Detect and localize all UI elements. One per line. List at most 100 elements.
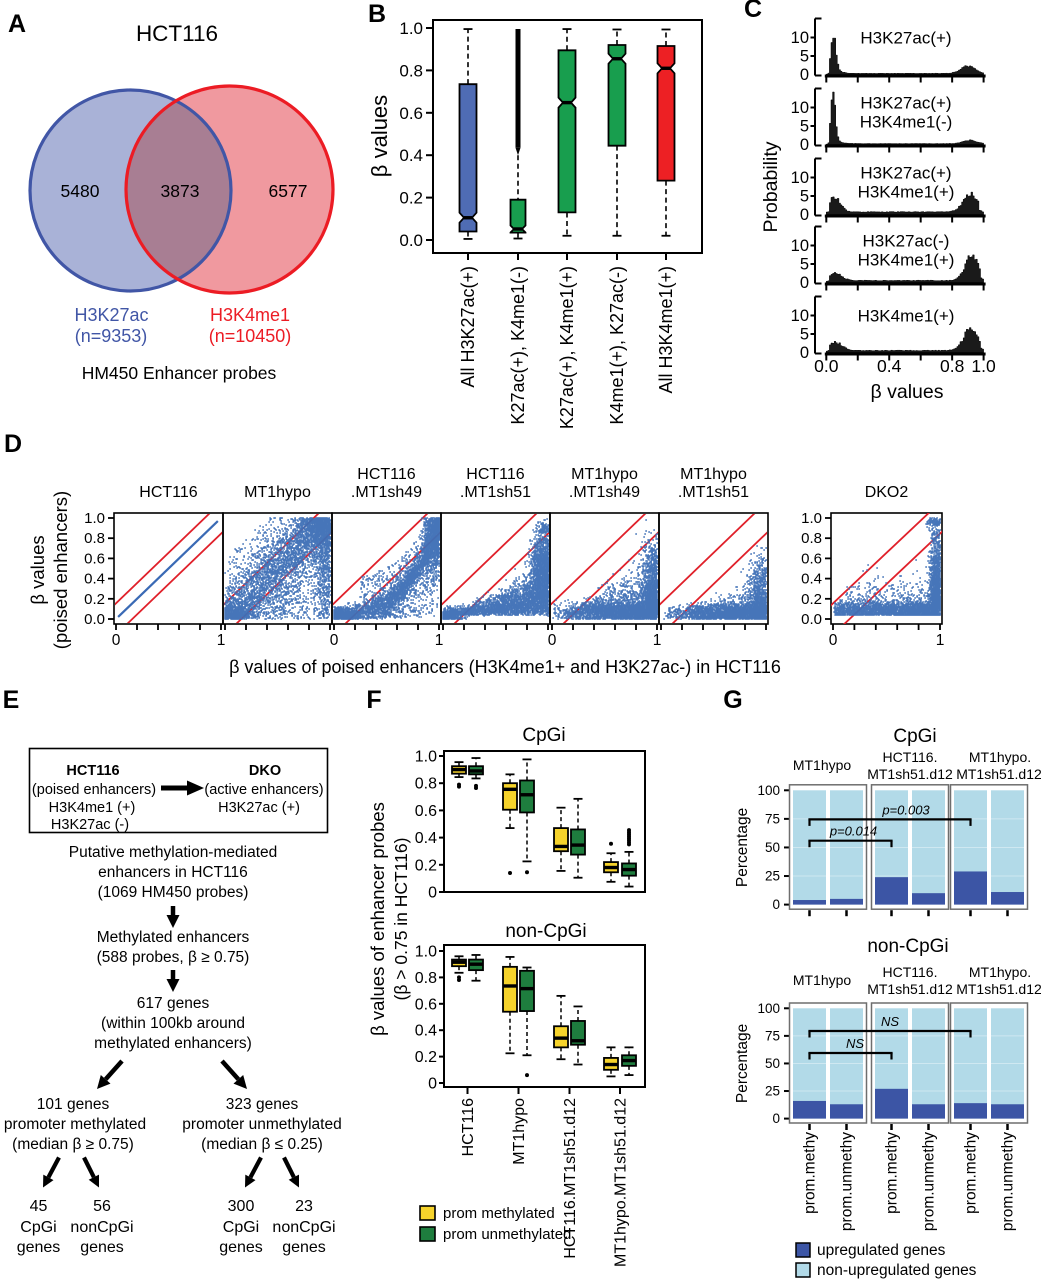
- svg-text:promoter methylated: promoter methylated: [4, 1116, 146, 1133]
- svg-text:F: F: [366, 686, 381, 714]
- svg-text:C: C: [744, 0, 762, 23]
- svg-text:p=0.014: p=0.014: [829, 824, 877, 839]
- svg-text:genes: genes: [80, 1239, 124, 1256]
- svg-text:0.6: 0.6: [84, 550, 105, 567]
- svg-text:MT1sh51.d12: MT1sh51.d12: [867, 766, 953, 782]
- svg-text:0: 0: [112, 632, 121, 649]
- svg-text:5: 5: [800, 188, 809, 206]
- svg-text:75: 75: [765, 1028, 780, 1043]
- svg-text:45: 45: [30, 1198, 48, 1215]
- svg-text:0.4: 0.4: [877, 356, 902, 376]
- svg-text:non-upregulated genes: non-upregulated genes: [817, 1262, 977, 1279]
- svg-text:0.8: 0.8: [415, 776, 437, 793]
- svg-text:β values of poised enhancers (: β values of poised enhancers (H3K4me1+ a…: [229, 657, 781, 677]
- svg-text:MT1sh51.d12: MT1sh51.d12: [956, 981, 1041, 997]
- svg-text:H3K27ac (-): H3K27ac (-): [51, 817, 129, 833]
- svg-text:0.0: 0.0: [84, 611, 105, 628]
- svg-text:MT1hypo: MT1hypo: [244, 484, 311, 501]
- svg-text:HCT116: HCT116: [66, 763, 119, 779]
- svg-text:0: 0: [800, 206, 809, 224]
- svg-text:1.0: 1.0: [399, 19, 423, 38]
- svg-text:prom.unmethy: prom.unmethy: [921, 1132, 938, 1231]
- svg-text:CpGi: CpGi: [20, 1219, 56, 1236]
- svg-text:H3K4me1: H3K4me1: [210, 305, 290, 325]
- svg-text:0: 0: [330, 632, 339, 649]
- svg-text:5480: 5480: [61, 181, 100, 201]
- svg-text:5: 5: [800, 118, 809, 136]
- svg-text:1.0: 1.0: [971, 356, 996, 376]
- svg-text:0.4: 0.4: [399, 146, 423, 165]
- svg-text:(poised enhancers): (poised enhancers): [32, 782, 156, 798]
- svg-text:0.8: 0.8: [399, 61, 423, 80]
- svg-text:0.6: 0.6: [415, 803, 437, 820]
- svg-text:NS: NS: [846, 1036, 864, 1051]
- svg-text:prom.methy: prom.methy: [884, 1132, 901, 1214]
- svg-text:β values of enhancer probes: β values of enhancer probes: [367, 802, 388, 1036]
- svg-text:genes: genes: [219, 1239, 263, 1256]
- svg-text:0.2: 0.2: [415, 1049, 437, 1066]
- svg-text:0.8: 0.8: [84, 530, 105, 547]
- svg-text:NS: NS: [881, 1014, 899, 1029]
- svg-text:prom.unmethy: prom.unmethy: [1000, 1132, 1017, 1231]
- svg-text:H3K4me1(-): H3K4me1(-): [860, 113, 953, 132]
- svg-text:(β > 0.75 in HCT116): (β > 0.75 in HCT116): [391, 838, 411, 1001]
- svg-text:0.2: 0.2: [801, 591, 822, 608]
- svg-text:K27ac(+), K4me1(+): K27ac(+), K4me1(+): [557, 266, 577, 429]
- svg-text:0.0: 0.0: [399, 231, 423, 250]
- svg-text:D: D: [4, 430, 22, 458]
- svg-text:MT1hypo: MT1hypo: [680, 466, 747, 483]
- svg-text:promoter unmethylated: promoter unmethylated: [182, 1116, 341, 1133]
- svg-text:(1069 HM450 probes): (1069 HM450 probes): [98, 884, 249, 901]
- svg-text:HCT116: HCT116: [139, 484, 197, 501]
- svg-text:MT1hypo: MT1hypo: [511, 1098, 528, 1165]
- svg-text:50: 50: [765, 1056, 780, 1071]
- svg-text:3873: 3873: [161, 181, 200, 201]
- svg-text:0: 0: [800, 66, 809, 84]
- svg-text:0.0: 0.0: [801, 611, 822, 628]
- svg-text:β values: β values: [870, 381, 943, 403]
- svg-text:0: 0: [800, 344, 809, 362]
- svg-text:MT1hypo: MT1hypo: [793, 972, 852, 988]
- svg-text:Probability: Probability: [760, 141, 782, 232]
- svg-text:HCT116.: HCT116.: [883, 749, 938, 765]
- svg-text:0: 0: [772, 897, 780, 912]
- svg-text:0: 0: [800, 274, 809, 292]
- svg-text:5: 5: [800, 256, 809, 274]
- svg-text:617 genes: 617 genes: [137, 995, 210, 1012]
- svg-text:(588 probes, β ≥ 0.75): (588 probes, β ≥ 0.75): [97, 949, 250, 966]
- svg-text:5: 5: [800, 326, 809, 344]
- svg-text:HCT116.MT1sh51.d12: HCT116.MT1sh51.d12: [562, 1098, 579, 1259]
- svg-text:0: 0: [548, 632, 557, 649]
- svg-text:1.0: 1.0: [415, 749, 437, 766]
- svg-text:10: 10: [791, 29, 809, 47]
- svg-text:CpGi: CpGi: [522, 725, 565, 746]
- svg-text:6577: 6577: [269, 181, 308, 201]
- svg-text:0.6: 0.6: [415, 996, 437, 1013]
- svg-text:(poised enhancers): (poised enhancers): [50, 491, 71, 649]
- svg-text:25: 25: [765, 1084, 780, 1099]
- svg-text:0.2: 0.2: [415, 857, 437, 874]
- svg-text:0: 0: [800, 136, 809, 154]
- svg-text:nonCpGi: nonCpGi: [70, 1219, 133, 1236]
- svg-text:MT1hypo: MT1hypo: [793, 757, 852, 773]
- svg-text:MT1hypo: MT1hypo: [571, 466, 638, 483]
- svg-text:75: 75: [765, 811, 780, 826]
- svg-text:0.2: 0.2: [84, 591, 105, 608]
- svg-text:0.8: 0.8: [801, 530, 822, 547]
- svg-text:.MT1sh51: .MT1sh51: [460, 484, 531, 501]
- svg-text:MT1hypo.: MT1hypo.: [969, 749, 1031, 765]
- svg-text:0: 0: [772, 1111, 780, 1126]
- svg-text:H3K4me1 (+): H3K4me1 (+): [49, 800, 136, 816]
- svg-text:0: 0: [428, 885, 437, 902]
- svg-text:enhancers in HCT116: enhancers in HCT116: [98, 864, 248, 881]
- svg-text:1: 1: [435, 632, 444, 649]
- svg-text:(median β ≥ 0.75): (median β ≥ 0.75): [12, 1136, 134, 1153]
- svg-text:.MT1sh49: .MT1sh49: [351, 484, 422, 501]
- svg-text:300: 300: [228, 1198, 255, 1215]
- svg-text:HCT116: HCT116: [357, 466, 415, 483]
- svg-text:prom methylated: prom methylated: [443, 1205, 555, 1222]
- svg-text:23: 23: [295, 1198, 313, 1215]
- svg-text:β values: β values: [367, 95, 392, 177]
- svg-text:0.6: 0.6: [801, 550, 822, 567]
- svg-text:H3K27ac(+): H3K27ac(+): [860, 164, 951, 183]
